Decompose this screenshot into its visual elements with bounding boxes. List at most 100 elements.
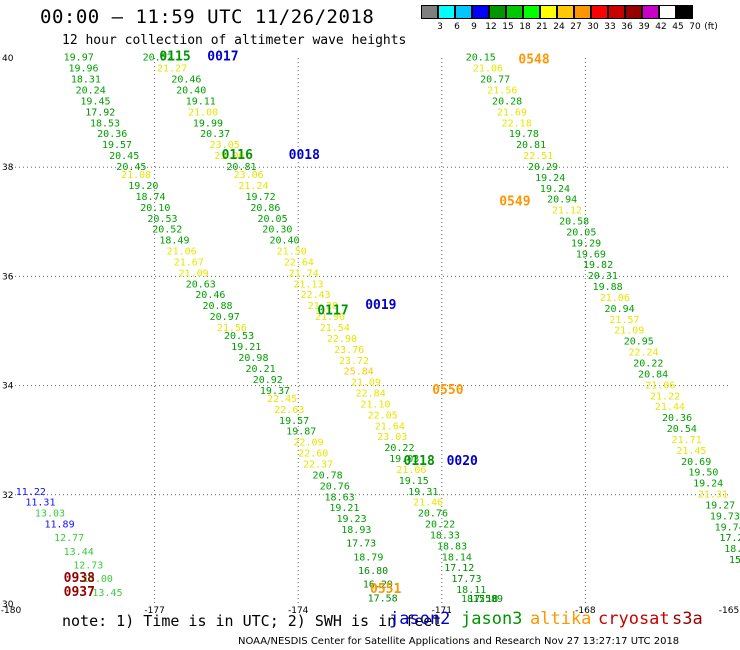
wave-height-label: 22.37 (303, 460, 333, 471)
wave-height-label: 19.24 (535, 173, 565, 184)
wave-height-label: 22.90 (327, 334, 357, 345)
wave-height-label: 20.92 (253, 375, 283, 386)
wave-height-label: 19.78 (509, 129, 539, 140)
wave-height-label: 19.45 (80, 96, 110, 107)
x-tick-label: -180 (1, 606, 22, 616)
wave-height-label: 19.24 (693, 479, 723, 490)
wave-height-label: 20.28 (492, 96, 522, 107)
y-tick-label: 36 (2, 272, 14, 282)
x-tick-label: -165 (719, 606, 739, 616)
wave-height-label: 22.05 (368, 410, 398, 421)
wave-height-label: 22.24 (628, 348, 658, 359)
color-scale-label: 15 (502, 22, 514, 32)
wave-height-label: 22.09 (293, 438, 323, 449)
color-scale-label: 36 (621, 22, 633, 32)
wave-height-label: 22.64 (284, 257, 314, 268)
wave-height-label: 13.00 (83, 574, 113, 585)
color-scale-swatch (489, 5, 506, 19)
legend-jason3: jason3 (461, 609, 523, 629)
color-scale-swatch (523, 5, 540, 19)
wave-height-label: 11.22 (16, 487, 46, 498)
wave-height-label: 18.33 (430, 530, 460, 541)
color-scale-label: 24 (553, 22, 565, 32)
chart-subtitle: 12 hour collection of altimeter wave hei… (62, 33, 407, 48)
wave-height-label: 21.45 (676, 446, 706, 457)
wave-height-label: 19.29 (571, 238, 601, 249)
wave-height-label: 21.06 (473, 64, 503, 75)
color-scale-label: 42 (655, 22, 667, 32)
wave-height-label: 19.15 (399, 476, 429, 487)
x-tick-label: -174 (288, 606, 309, 616)
wave-height-label: 23.03 (377, 432, 407, 443)
pass-time-label: 0017 (207, 50, 238, 65)
wave-height-label: 21.57 (609, 315, 639, 326)
wave-height-label: 20.76 (418, 509, 448, 520)
wave-height-label: 21.56 (487, 85, 517, 96)
color-scale-label: 3 (437, 22, 443, 32)
legend-s3a: s3a (672, 609, 703, 629)
color-scale-swatch (591, 5, 608, 19)
wave-height-label: 19.82 (583, 260, 613, 271)
wave-height-label: 23.05 (210, 140, 240, 151)
wave-height-label: 20.46 (171, 75, 201, 86)
wave-height-label: 20.30 (262, 225, 292, 236)
wave-height-label: 18.31 (71, 75, 101, 86)
wave-height-label: 21.44 (655, 402, 685, 413)
color-scale-label: 45 (672, 22, 684, 32)
wave-height-label: 19.21 (231, 342, 261, 353)
wave-height-label: 21.24 (238, 181, 268, 192)
color-scale-swatch (659, 5, 676, 19)
wave-height-label: 19.31 (408, 487, 438, 498)
wave-height-label: 23.06 (234, 170, 264, 181)
wave-height-label: 21.74 (289, 268, 319, 279)
wave-height-label: 18.63 (325, 492, 355, 503)
wave-height-label: 17.73 (451, 574, 481, 585)
pass-time-label: 0118 (404, 454, 435, 469)
color-scale-label: 39 (638, 22, 650, 32)
wave-height-label: 21.71 (672, 435, 702, 446)
wave-height-label: 20.52 (143, 53, 173, 64)
wave-height-label: 20.15 (466, 53, 496, 64)
credit-line: NOAA/NESDIS Center for Satellite Applica… (238, 636, 680, 647)
wave-height-label: 19.20 (128, 181, 158, 192)
wave-height-label: 20.94 (547, 195, 577, 206)
wave-height-label: 19.03 (389, 454, 419, 465)
wave-height-label: 21.10 (360, 399, 390, 410)
wave-height-label: 21.09 (614, 326, 644, 337)
wave-height-label: 20.10 (140, 203, 170, 214)
wave-height-label: 19.24 (540, 184, 570, 195)
wave-height-label: 20.22 (425, 520, 455, 531)
color-scale-swatch (625, 5, 642, 19)
wave-height-label: 20.45 (109, 151, 139, 162)
wave-height-label: 19.21 (329, 503, 359, 514)
color-scale-label: 12 (485, 22, 497, 32)
wave-height-label: 21.46 (413, 498, 443, 509)
wave-height-label: 18.53 (90, 118, 120, 129)
wave-height-label: 13.44 (64, 547, 94, 558)
wave-height-label: 22.51 (523, 151, 553, 162)
wave-height-label: 20.37 (200, 129, 230, 140)
wave-height-label: 21.64 (375, 421, 405, 432)
wave-height-label: 12.77 (54, 533, 84, 544)
wave-height-label: 22.84 (356, 389, 386, 400)
pass-time-label: 0018 (289, 148, 320, 163)
wave-height-label: 21.12 (552, 206, 582, 217)
wave-height-label: 20.05 (566, 227, 596, 238)
wave-height-label: 21.96 (315, 312, 345, 323)
wave-height-label: 20.76 (320, 481, 350, 492)
wave-height-label: 20.58 (559, 217, 589, 228)
wave-height-label: 22.60 (298, 449, 328, 460)
color-scale-label: 30 (587, 22, 599, 32)
wave-height-label: 21.09 (351, 378, 381, 389)
wave-height-label: 20.95 (624, 337, 654, 348)
wave-height-label: 20.84 (638, 369, 668, 380)
wave-height-label: 20.97 (210, 312, 240, 323)
wave-height-label: 20.29 (528, 162, 558, 173)
wave-height-label: 19.74 (715, 522, 740, 533)
wave-height-label: 21.27 (157, 64, 187, 75)
wave-height-label: 21.28 (308, 301, 338, 312)
wave-height-label: 21.13 (293, 279, 323, 290)
wave-height-label: 11.31 (25, 498, 55, 509)
wave-height-label: 21.22 (650, 391, 680, 402)
legend-altika: altika (530, 609, 592, 629)
